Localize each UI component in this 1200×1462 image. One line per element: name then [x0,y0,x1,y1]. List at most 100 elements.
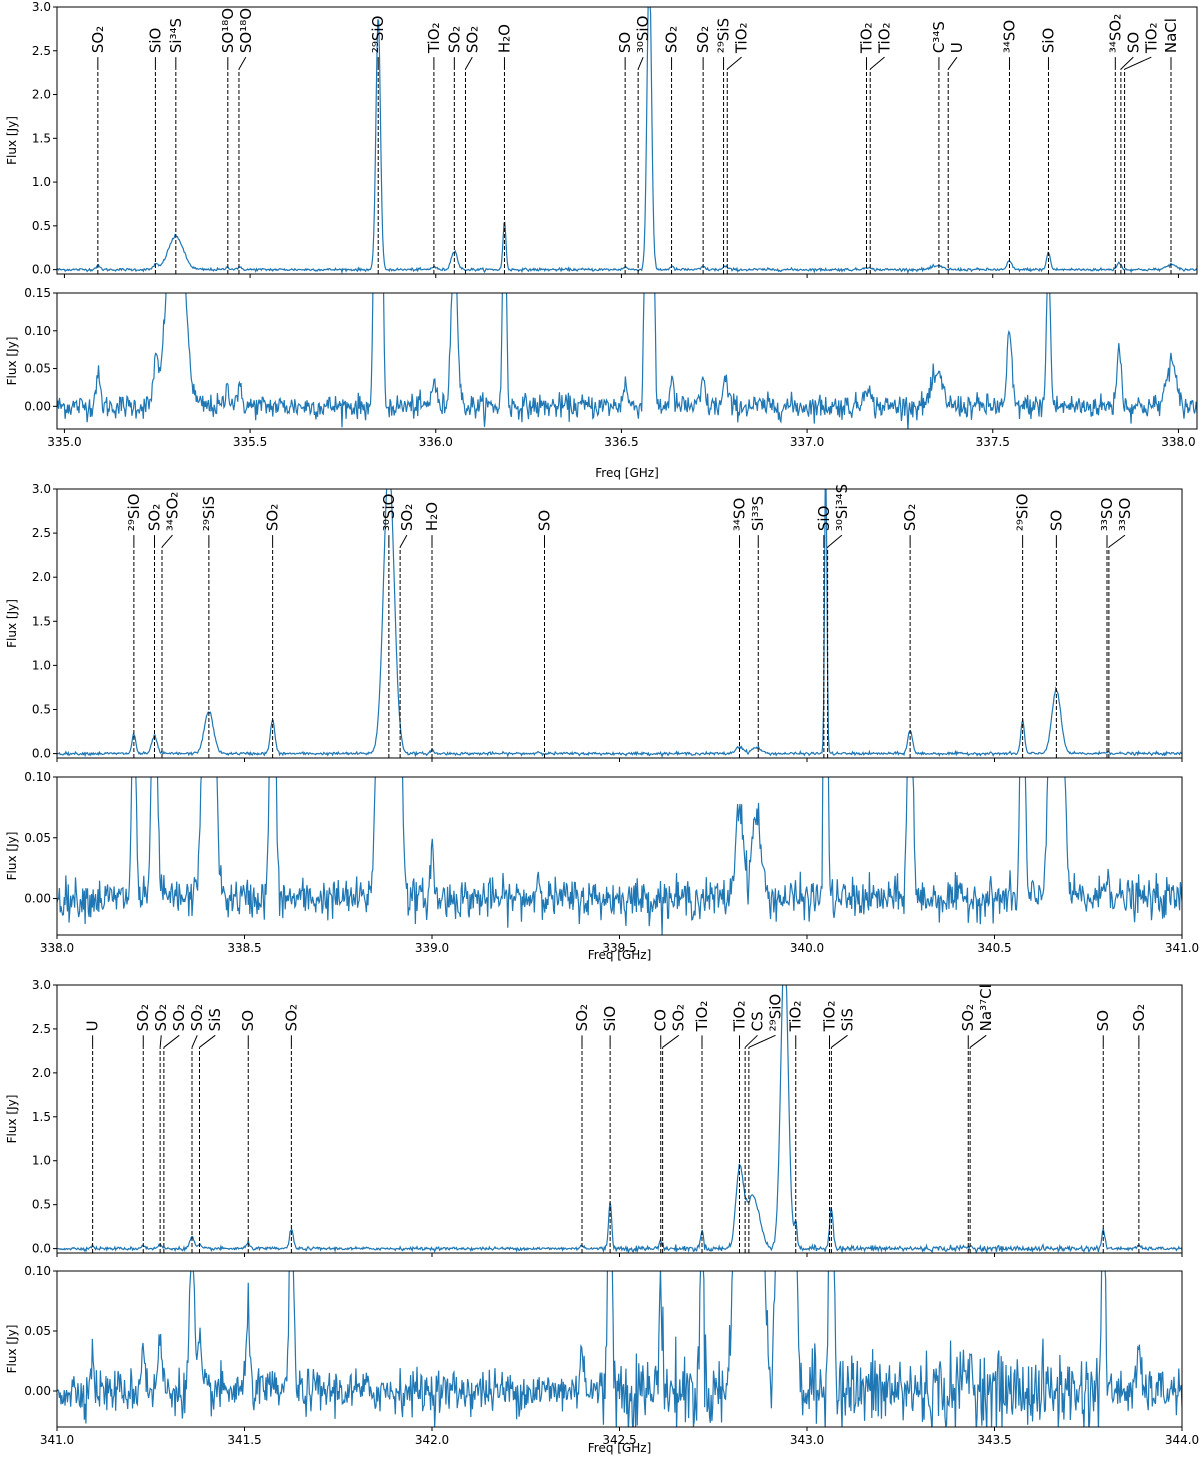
line-leader [238,56,247,70]
line-label: TiO₂ [733,22,751,54]
line-leader [199,1034,216,1048]
line-label: H₂O [423,502,441,531]
line-leader [831,1034,848,1048]
spectrum-line [57,985,1182,1253]
axes-frame [56,984,1183,1254]
line-label: ²⁹SiO [369,16,387,54]
x-tick-label: 342.0 [415,1433,449,1447]
line-label: Na³⁷Cl [977,984,995,1031]
y-tick-label: 3.0 [32,978,51,992]
spectrum-line [57,489,1182,758]
y-tick-label: 3.0 [32,0,51,14]
line-label: ³³SO [1098,498,1116,531]
y-tick-label: 0.10 [24,1264,51,1278]
y-tick-label: 2.0 [32,570,51,584]
y-tick-label: 0.05 [24,1324,51,1338]
line-label: TiO₂ [425,22,443,54]
y-tick-label: 0.10 [24,324,51,338]
line-leader [1124,56,1152,70]
x-tick-label: 337.0 [790,435,824,449]
line-leader [1120,56,1134,70]
line-leader [159,1035,162,1048]
line-label: TiO₂ [693,1001,711,1033]
y-tick-label: 0.5 [32,219,51,233]
line-leader [662,1034,680,1048]
line-label: Si³⁴S [167,18,185,53]
line-label: ³³SO [1116,498,1134,531]
y-tick-label: 1.5 [32,131,51,145]
line-label: SO [239,1010,257,1031]
line-label: ²⁹SiO [767,994,785,1032]
line-label: SiS [839,1008,857,1031]
axes-frame [56,776,1183,936]
y-tick-label: 3.0 [32,482,51,496]
line-label: SO₂ [959,1004,977,1031]
line-label: TiO₂ [821,1001,839,1033]
line-label: SO₂ [463,26,481,53]
line-label: SO₂ [573,1004,591,1031]
line-label: SO [1047,510,1065,531]
line-label: SO₂ [152,1004,170,1031]
spectrum-line [57,777,1182,935]
top-panel: 0.0 0.5 1.0 1.5 2.0 2.5 3.0 Flux [Jy] [5,482,1183,761]
x-tick-label: 340.0 [790,941,824,955]
x-tick-label: 341.5 [227,1433,261,1447]
axes-frame [56,292,1198,430]
y-axis-label: Flux [Jy] [5,1095,19,1144]
x-tick-label: 342.5 [602,1433,636,1447]
y-tick-label: 2.5 [32,526,51,540]
y-tick-label: 1.0 [32,1154,51,1168]
x-tick-label: 338.0 [40,941,74,955]
line-label: H₂O [495,24,513,53]
spectrum-line [57,7,1197,274]
line-label: ²⁹SiS [715,18,733,53]
line-leader [726,56,742,70]
line-label: ³⁴SO [731,498,749,531]
x-tick-label: 341.0 [1165,941,1199,955]
x-tick-label: 340.5 [977,941,1011,955]
line-label: ²⁹SiO [1014,494,1032,532]
line-label: SiS [206,1008,224,1031]
top-panel: 0.0 0.5 1.0 1.5 2.0 2.5 3.0 Flux [Jy] [5,978,1183,1256]
x-axis-label: Freq [GHz] [588,1441,652,1455]
line-leader [869,56,885,70]
y-tick-label: 1.5 [32,614,51,628]
y-tick-label: 0.00 [24,892,51,906]
x-tick-label: 336.5 [604,435,638,449]
x-tick-label: 335.0 [47,435,81,449]
y-tick-label: 2.5 [32,44,51,58]
y-axis-label: Flux [Jy] [5,1325,19,1374]
line-leader [744,1034,758,1048]
line-label: ³⁰Si³⁴S [833,484,851,531]
line-label: SiO [146,28,164,54]
line-label: SO₂ [670,1004,688,1031]
line-leader [161,534,173,548]
x-tick-label: 337.5 [976,435,1010,449]
line-label: U [84,1020,102,1031]
x-tick-label: 338.5 [227,941,261,955]
line-label: CO [652,1009,670,1031]
y-tick-label: 0.5 [32,1198,51,1212]
bottom-panel: 0.00 0.05 0.10 Flux [Jy] [5,1264,1183,1428]
x-tick-label: 343.0 [790,1433,824,1447]
line-label: SO₂ [264,504,282,531]
x-tick-label: 343.5 [977,1433,1011,1447]
y-tick-label: 1.5 [32,1110,51,1124]
top-panel: 0.0 0.5 1.0 1.5 2.0 2.5 3.0 Flux [Jy] [5,0,1198,277]
line-leader [1108,534,1126,548]
line-label: TiO₂ [1142,22,1160,54]
bottom-panel: 0.00 0.05 0.10 Flux [Jy] [5,770,1183,936]
line-label: SO₂ [398,504,416,531]
y-tick-label: 0.00 [24,399,51,413]
line-leader [969,1034,987,1048]
x-tick-label: 335.5 [233,435,267,449]
bottom-panel: 0.00 0.05 0.10 0.15 Flux [Jy] [5,286,1198,430]
x-axis-label: Freq [GHz] [588,948,652,962]
y-tick-label: 2.0 [32,88,51,102]
y-tick-label: 0.10 [24,770,51,784]
line-leader [947,56,958,70]
y-axis-label: Flux [Jy] [5,832,19,881]
line-label: SO [616,32,634,53]
line-label: SO₂ [445,26,463,53]
line-label: SO¹⁸O [237,8,255,53]
